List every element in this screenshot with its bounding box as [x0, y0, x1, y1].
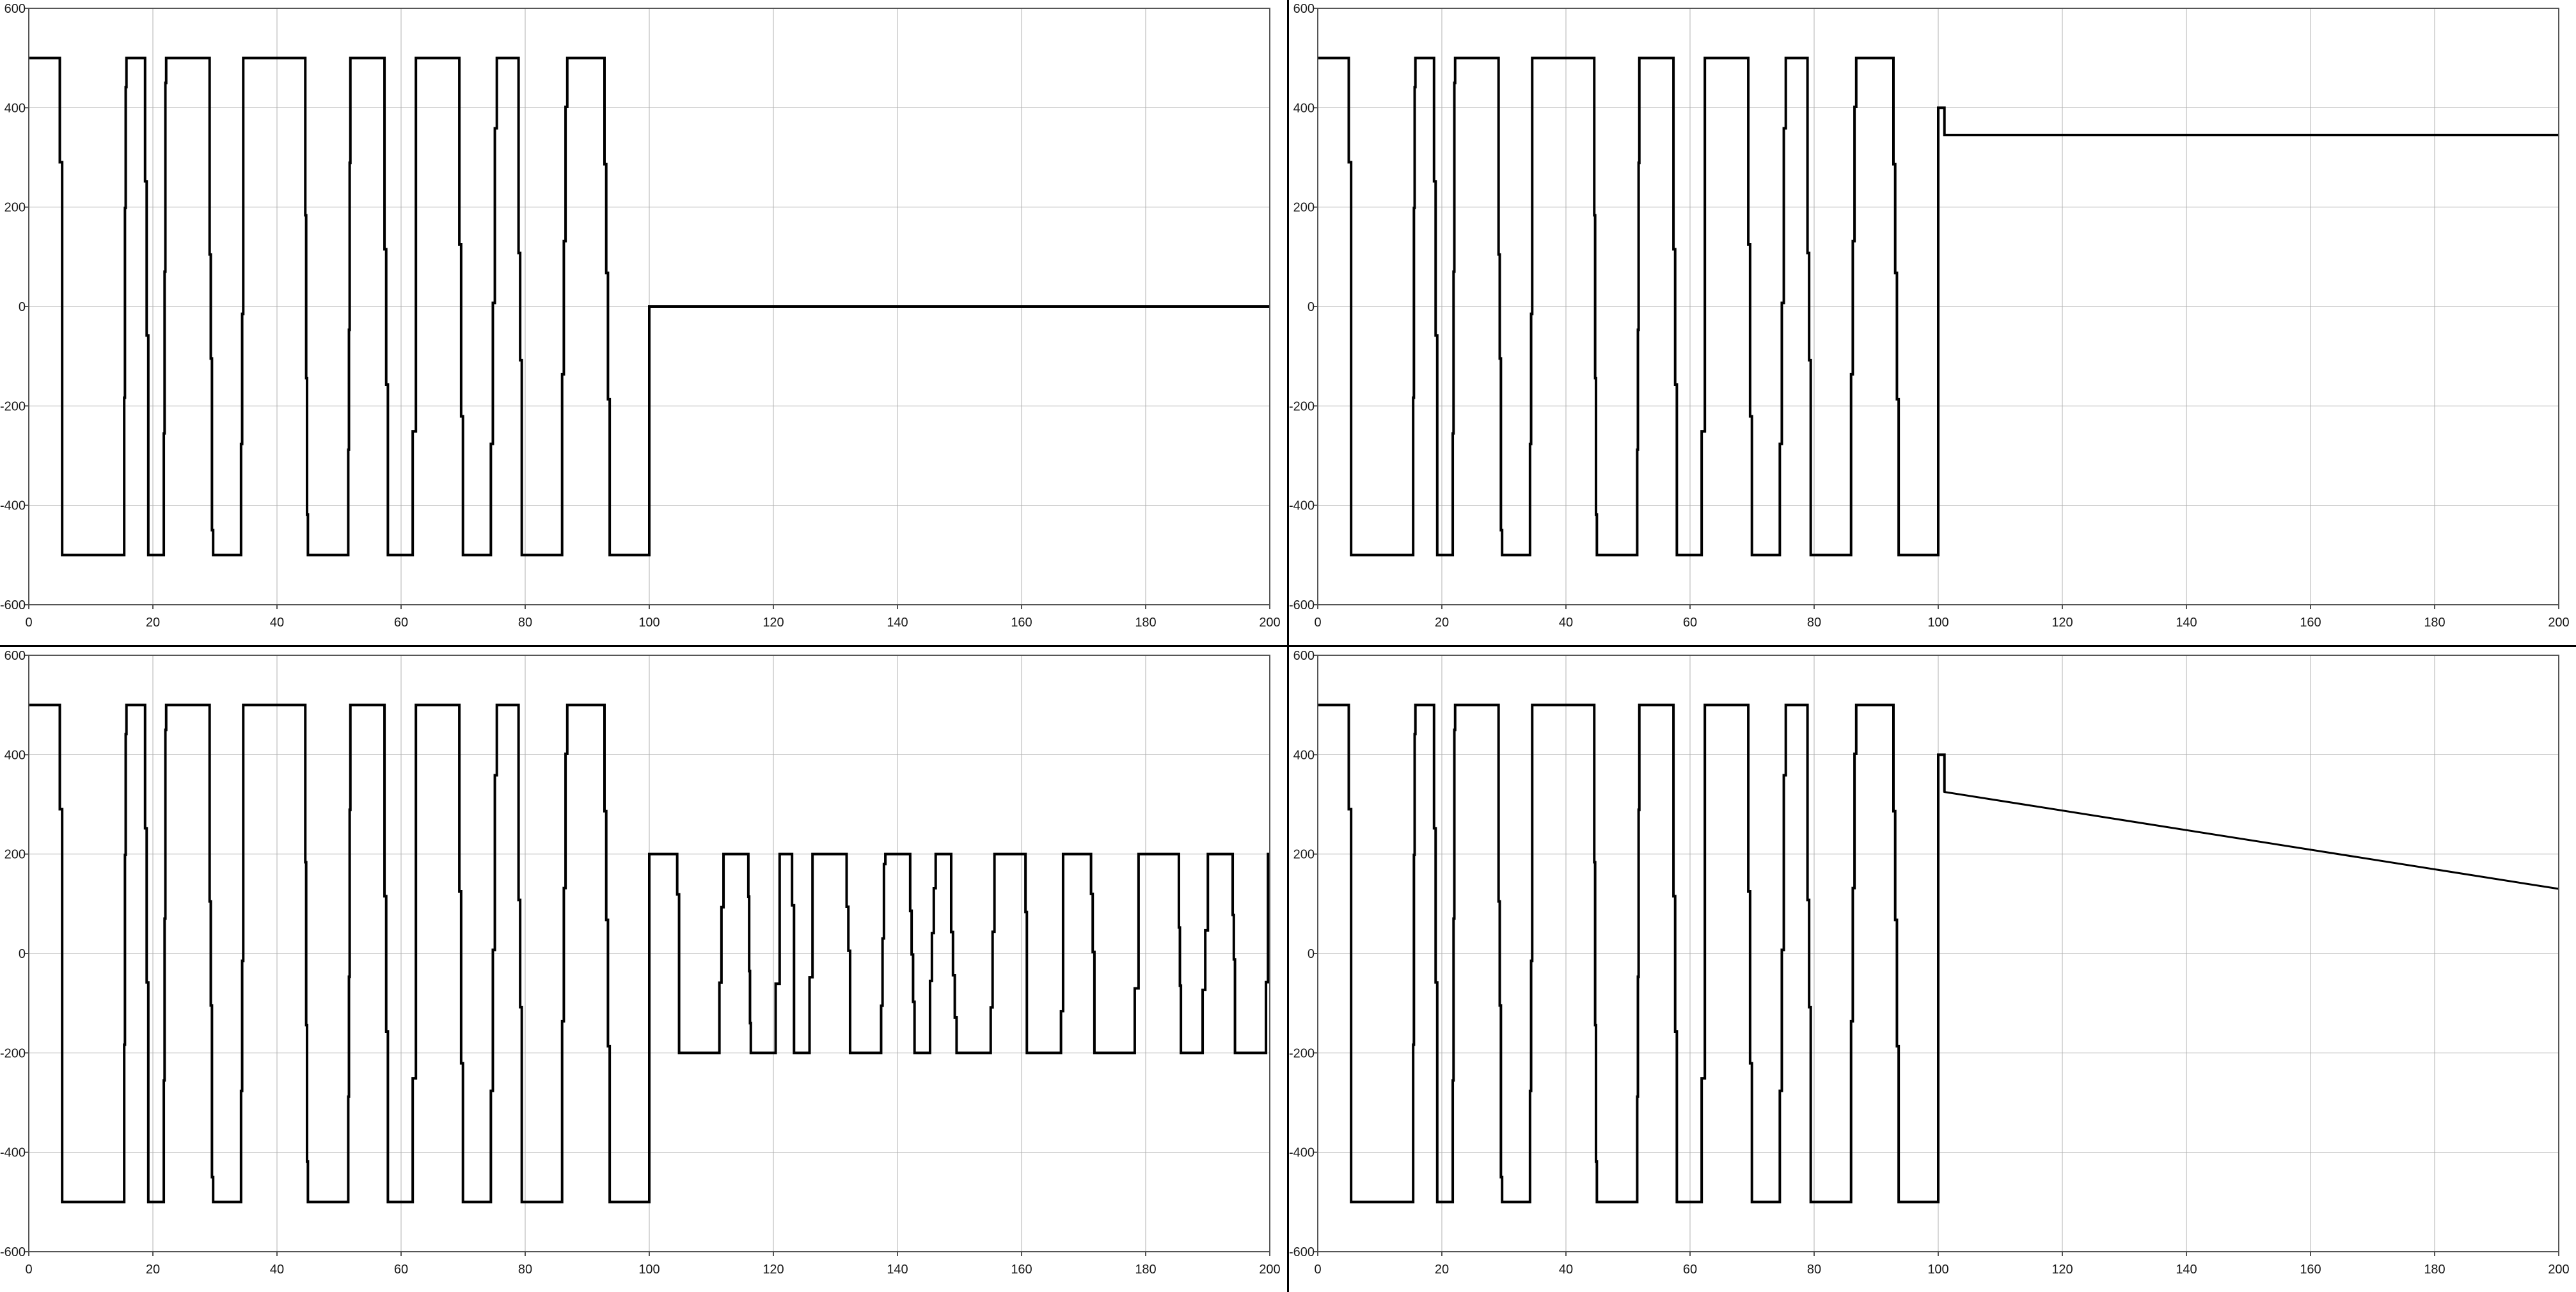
svg-text:400: 400 [4, 748, 26, 762]
svg-text:40: 40 [1559, 1263, 1573, 1277]
svg-text:400: 400 [1293, 101, 1315, 115]
svg-text:-600: -600 [0, 598, 26, 612]
svg-text:-400: -400 [0, 499, 26, 513]
svg-text:180: 180 [2424, 616, 2445, 630]
svg-text:-600: -600 [1289, 1245, 1315, 1259]
svg-text:200: 200 [1259, 616, 1280, 630]
svg-text:80: 80 [518, 616, 532, 630]
svg-text:180: 180 [1135, 1263, 1156, 1277]
svg-text:160: 160 [2300, 1263, 2321, 1277]
svg-text:-200: -200 [1289, 399, 1315, 413]
svg-text:200: 200 [1293, 848, 1315, 862]
svg-text:0: 0 [1314, 1263, 1321, 1277]
svg-text:20: 20 [146, 1263, 160, 1277]
svg-text:200: 200 [1259, 1263, 1280, 1277]
svg-text:-400: -400 [0, 1146, 26, 1160]
svg-text:400: 400 [1293, 748, 1315, 762]
svg-text:80: 80 [1807, 616, 1821, 630]
svg-text:180: 180 [2424, 1263, 2445, 1277]
svg-text:-400: -400 [1289, 1146, 1315, 1160]
svg-text:200: 200 [4, 848, 26, 862]
svg-text:60: 60 [1683, 1263, 1697, 1277]
svg-text:-200: -200 [1289, 1046, 1315, 1060]
svg-text:0: 0 [1314, 616, 1321, 630]
svg-text:120: 120 [763, 616, 784, 630]
svg-text:120: 120 [2051, 1263, 2073, 1277]
svg-text:0: 0 [19, 300, 26, 314]
svg-text:200: 200 [1293, 201, 1315, 215]
svg-text:200: 200 [2548, 616, 2569, 630]
svg-text:600: 600 [1293, 649, 1315, 663]
svg-text:60: 60 [1683, 616, 1697, 630]
svg-text:120: 120 [2051, 616, 2073, 630]
svg-text:-200: -200 [0, 399, 26, 413]
svg-text:-600: -600 [1289, 598, 1315, 612]
svg-text:200: 200 [2548, 1263, 2569, 1277]
svg-text:140: 140 [887, 616, 908, 630]
svg-text:40: 40 [1559, 616, 1573, 630]
svg-text:100: 100 [638, 616, 660, 630]
svg-text:600: 600 [1293, 2, 1315, 16]
svg-text:100: 100 [1927, 1263, 1948, 1277]
svg-text:160: 160 [1011, 1263, 1032, 1277]
svg-text:600: 600 [4, 2, 26, 16]
svg-text:200: 200 [4, 201, 26, 215]
svg-text:140: 140 [2176, 616, 2197, 630]
svg-text:-600: -600 [0, 1245, 26, 1259]
svg-text:140: 140 [887, 1263, 908, 1277]
svg-text:140: 140 [2176, 1263, 2197, 1277]
svg-text:40: 40 [270, 616, 284, 630]
svg-text:180: 180 [1135, 616, 1156, 630]
svg-text:60: 60 [394, 616, 408, 630]
svg-text:20: 20 [146, 616, 160, 630]
svg-text:20: 20 [1435, 616, 1449, 630]
svg-text:0: 0 [25, 1263, 32, 1277]
svg-text:0: 0 [19, 947, 26, 961]
svg-text:0: 0 [1308, 947, 1315, 961]
svg-text:-200: -200 [0, 1046, 26, 1060]
svg-text:100: 100 [1927, 616, 1948, 630]
svg-text:160: 160 [1011, 616, 1032, 630]
svg-text:0: 0 [1308, 300, 1315, 314]
svg-text:40: 40 [270, 1263, 284, 1277]
svg-text:160: 160 [2300, 616, 2321, 630]
svg-text:80: 80 [518, 1263, 532, 1277]
svg-text:60: 60 [394, 1263, 408, 1277]
svg-text:80: 80 [1807, 1263, 1821, 1277]
svg-text:400: 400 [4, 101, 26, 115]
svg-text:0: 0 [25, 616, 32, 630]
svg-text:120: 120 [763, 1263, 784, 1277]
svg-text:-400: -400 [1289, 499, 1315, 513]
svg-text:20: 20 [1435, 1263, 1449, 1277]
svg-text:600: 600 [4, 649, 26, 663]
svg-text:100: 100 [638, 1263, 660, 1277]
